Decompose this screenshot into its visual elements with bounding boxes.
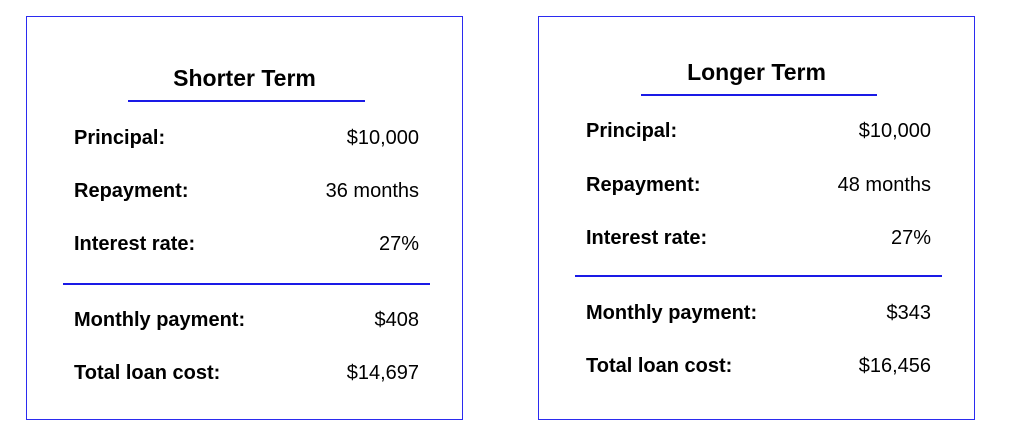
value: 27% bbox=[890, 227, 931, 249]
label: Repayment: bbox=[74, 180, 189, 202]
label: Interest rate: bbox=[586, 227, 708, 249]
card-title: Shorter Term bbox=[173, 65, 316, 91]
label: Monthly payment: bbox=[74, 309, 246, 331]
value: $10,000 bbox=[346, 127, 419, 149]
value: $10,000 bbox=[858, 120, 931, 142]
label: Repayment: bbox=[586, 174, 701, 196]
value: $14,697 bbox=[346, 362, 419, 384]
row-repayment: Repayment: 36 months bbox=[74, 180, 419, 203]
value: $16,456 bbox=[858, 355, 931, 377]
row-interest-rate: Interest rate: 27% bbox=[586, 227, 931, 250]
label: Principal: bbox=[74, 127, 166, 149]
longer-term-card: Longer Term Principal: $10,000 Repayment:… bbox=[538, 16, 975, 420]
value: 48 months bbox=[837, 174, 931, 196]
label: Total loan cost: bbox=[74, 362, 221, 384]
value: $408 bbox=[374, 309, 420, 331]
row-interest-rate: Interest rate: 27% bbox=[74, 233, 419, 256]
row-monthly-payment: Monthly payment: $408 bbox=[74, 309, 419, 332]
row-monthly-payment: Monthly payment: $343 bbox=[586, 302, 931, 325]
label: Total loan cost: bbox=[586, 355, 733, 377]
row-principal: Principal: $10,000 bbox=[586, 120, 931, 143]
value: 36 months bbox=[325, 180, 419, 202]
row-principal: Principal: $10,000 bbox=[74, 127, 419, 150]
value: $343 bbox=[886, 302, 932, 324]
divider bbox=[63, 283, 430, 285]
label: Interest rate: bbox=[74, 233, 196, 255]
card-title: Longer Term bbox=[687, 59, 826, 85]
row-total-loan-cost: Total loan cost: $16,456 bbox=[586, 355, 931, 378]
value: 27% bbox=[378, 233, 419, 255]
shorter-term-card: Shorter Term Principal: $10,000 Repayment… bbox=[26, 16, 463, 420]
row-total-loan-cost: Total loan cost: $14,697 bbox=[74, 362, 419, 385]
title-underline bbox=[641, 94, 877, 96]
label: Monthly payment: bbox=[586, 302, 758, 324]
row-repayment: Repayment: 48 months bbox=[586, 174, 931, 197]
divider bbox=[575, 275, 942, 277]
title-underline bbox=[128, 100, 365, 102]
label: Principal: bbox=[586, 120, 678, 142]
